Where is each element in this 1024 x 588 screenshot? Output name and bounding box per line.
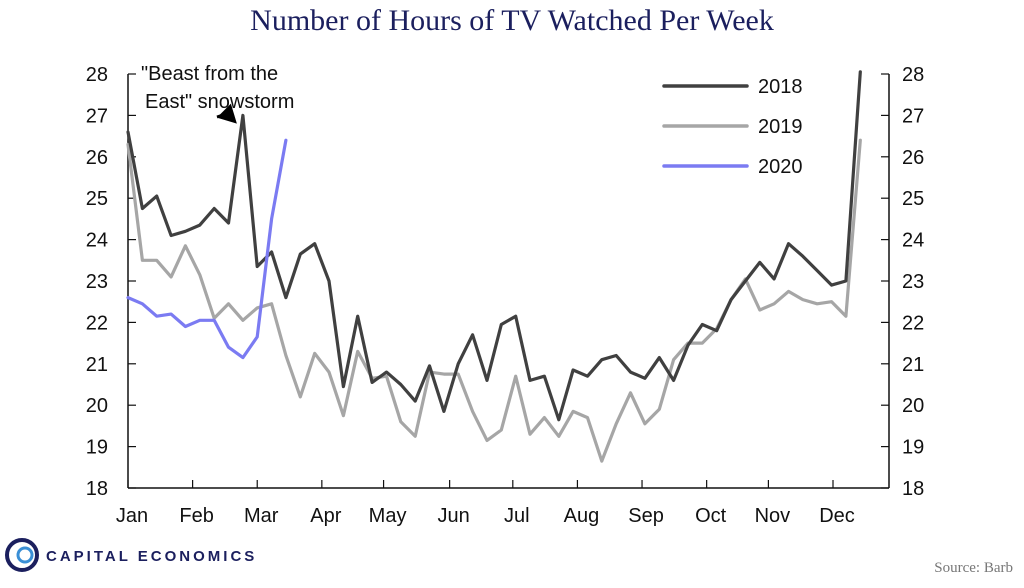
legend-label-2019: 2019 bbox=[758, 116, 803, 138]
y-tick-label-right: 26 bbox=[902, 147, 924, 169]
y-tick-label-right: 25 bbox=[902, 188, 924, 210]
y-tick-label-right: 22 bbox=[902, 312, 924, 334]
y-tick-label-left: 26 bbox=[86, 147, 108, 169]
x-tick-label: May bbox=[369, 505, 407, 527]
y-tick-label-right: 20 bbox=[902, 395, 924, 417]
y-tick-label-right: 28 bbox=[902, 64, 924, 86]
x-tick-label: Jun bbox=[438, 505, 470, 527]
y-tick-label-right: 23 bbox=[902, 271, 924, 293]
brand-logo-icon bbox=[5, 538, 39, 572]
annotation-text-line: East" snowstorm bbox=[145, 91, 294, 113]
y-tick-label-left: 27 bbox=[86, 105, 108, 127]
y-tick-label-left: 24 bbox=[86, 230, 108, 252]
chart-title: Number of Hours of TV Watched Per Week bbox=[250, 4, 774, 37]
y-tick-label-left: 23 bbox=[86, 271, 108, 293]
y-tick-label-right: 18 bbox=[902, 478, 924, 500]
x-tick-label: Apr bbox=[310, 505, 341, 527]
x-tick-label: Aug bbox=[564, 505, 600, 527]
x-tick-label: Dec bbox=[819, 505, 855, 527]
series-line-2019 bbox=[126, 138, 862, 463]
y-tick-label-left: 19 bbox=[86, 437, 108, 459]
y-tick-label-left: 21 bbox=[86, 354, 108, 376]
annotation-arrow-head bbox=[216, 103, 237, 124]
y-tick-label-left: 22 bbox=[86, 312, 108, 334]
brand-logo-icon-inner bbox=[16, 546, 34, 564]
y-tick-label-right: 27 bbox=[902, 105, 924, 127]
y-tick-label-left: 25 bbox=[86, 188, 108, 210]
annotation-text-line: "Beast from the bbox=[141, 63, 278, 85]
series-line-2020 bbox=[126, 138, 288, 360]
x-tick-label: Nov bbox=[755, 505, 791, 527]
x-tick-label: Feb bbox=[179, 505, 213, 527]
brand-logo: CAPITAL ECONOMICS bbox=[5, 538, 257, 572]
y-tick-label-right: 19 bbox=[902, 437, 924, 459]
y-tick-label-right: 21 bbox=[902, 354, 924, 376]
x-tick-label: Jul bbox=[504, 505, 530, 527]
series-lines bbox=[126, 70, 862, 463]
brand-name: CAPITAL ECONOMICS bbox=[46, 548, 257, 565]
legend-label-2018: 2018 bbox=[758, 76, 803, 98]
x-tick-label: Oct bbox=[695, 505, 727, 527]
source-note: Source: Barb bbox=[934, 560, 1013, 576]
x-tick-label: Mar bbox=[244, 505, 279, 527]
legend-label-2020: 2020 bbox=[758, 156, 803, 178]
legend: 2018 2019 2020 bbox=[662, 76, 803, 178]
y-tick-label-right: 24 bbox=[902, 230, 924, 252]
x-tick-label: Jan bbox=[116, 505, 148, 527]
x-tick-label: Sep bbox=[628, 505, 664, 527]
series-line-2018 bbox=[126, 70, 862, 422]
annotation: "Beast from the East" snowstorm bbox=[141, 63, 294, 124]
y-tick-label-left: 18 bbox=[86, 478, 108, 500]
y-tick-label-left: 28 bbox=[86, 64, 108, 86]
y-tick-label-left: 20 bbox=[86, 395, 108, 417]
